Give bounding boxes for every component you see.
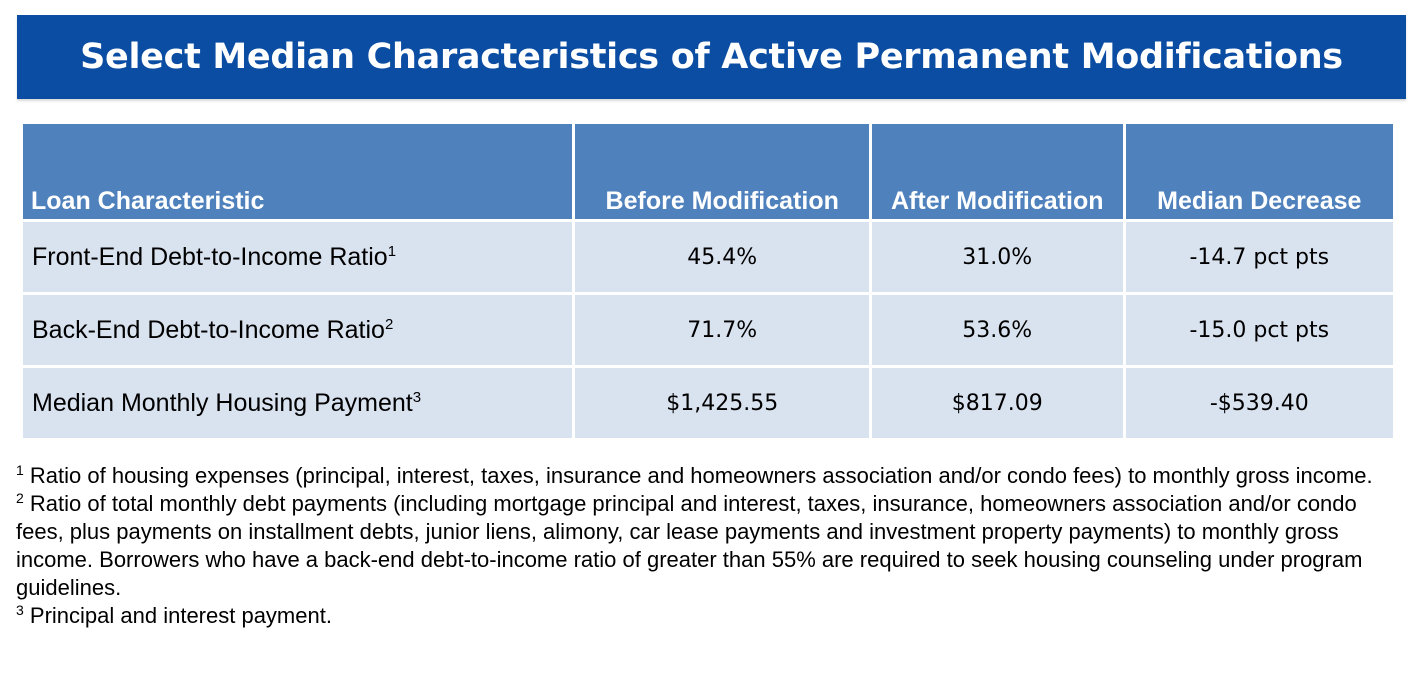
header-before-modification: Before Modification [575,124,869,219]
row-label-cell: Front-End Debt-to-Income Ratio1 [23,222,573,292]
footnote-1-text: Ratio of housing expenses (principal, in… [23,463,1373,488]
footnote-2: 2 Ratio of total monthly debt payments (… [16,490,1408,602]
header-after-modification: After Modification [871,124,1123,219]
footnote-marker: 1 [387,242,397,260]
header-median-decrease: Median Decrease [1125,124,1393,219]
row-label: Front-End Debt-to-Income Ratio [32,242,388,271]
characteristics-table: Loan Characteristic Before Modification … [20,121,1396,441]
footnote-marker: 3 [412,388,422,406]
decrease-value: -$539.40 [1125,368,1393,438]
footnote-1: 1 Ratio of housing expenses (principal, … [16,462,1408,490]
table-header-row: Loan Characteristic Before Modification … [23,124,1393,219]
page-title: Select Median Characteristics of Active … [80,37,1343,77]
decrease-value: -14.7 pct pts [1125,222,1393,292]
row-label-cell: Median Monthly Housing Payment3 [23,368,573,438]
footnote-1-mark: 1 [16,462,24,478]
footnote-3-text: Principal and interest payment. [23,603,332,628]
before-value: 45.4% [575,222,869,292]
decrease-value: -15.0 pct pts [1125,295,1393,365]
footnote-3-mark: 3 [16,602,24,618]
footnote-2-mark: 2 [16,490,24,506]
row-label: Median Monthly Housing Payment [32,388,413,417]
footnotes: 1 Ratio of housing expenses (principal, … [16,462,1408,630]
title-banner: Select Median Characteristics of Active … [17,15,1406,99]
table-row: Back-End Debt-to-Income Ratio2 71.7% 53.… [23,295,1393,365]
after-value: 31.0% [871,222,1123,292]
footnote-3: 3 Principal and interest payment. [16,602,1408,630]
table-row: Median Monthly Housing Payment3 $1,425.5… [23,368,1393,438]
row-label: Back-End Debt-to-Income Ratio [32,315,385,344]
footnote-marker: 2 [384,315,394,333]
footnote-2-text: Ratio of total monthly debt payments (in… [16,491,1363,600]
after-value: 53.6% [871,295,1123,365]
before-value: $1,425.55 [575,368,869,438]
header-loan-characteristic: Loan Characteristic [23,124,573,219]
after-value: $817.09 [871,368,1123,438]
before-value: 71.7% [575,295,869,365]
row-label-cell: Back-End Debt-to-Income Ratio2 [23,295,573,365]
table-row: Front-End Debt-to-Income Ratio1 45.4% 31… [23,222,1393,292]
